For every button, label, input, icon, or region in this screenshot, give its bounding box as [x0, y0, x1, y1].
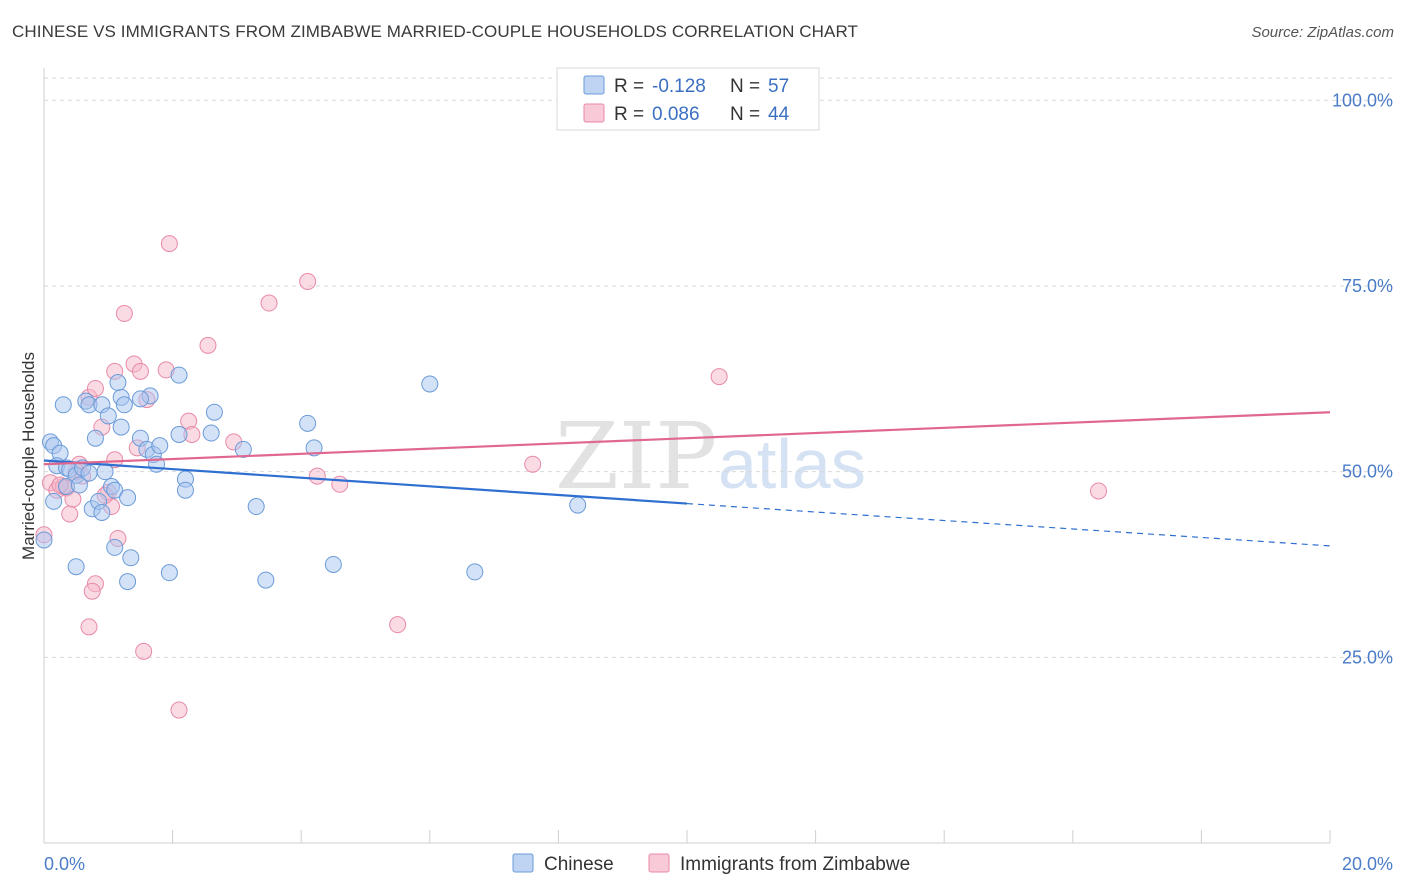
chinese-point: [160, 564, 178, 582]
chinese-point: [176, 481, 194, 499]
chinese-point: [99, 407, 117, 425]
zimbabwe-point: [1090, 482, 1108, 500]
chinese-point: [109, 374, 127, 392]
x-axis-ticks: [43, 830, 1331, 843]
chinese-point: [466, 563, 484, 581]
chinese-point: [234, 440, 252, 458]
chinese-point: [70, 476, 88, 494]
chinese-point: [305, 439, 323, 457]
chinese-point: [35, 531, 53, 549]
chinese-trend-line: [43, 459, 688, 505]
zimbabwe-point: [170, 701, 188, 719]
y-tick-label: 75.0%: [1342, 276, 1393, 296]
chinese-point: [93, 503, 111, 521]
chinese-point: [122, 549, 140, 567]
y-axis-label: Married-couple Households: [19, 352, 38, 560]
y-tick-label: 25.0%: [1342, 647, 1393, 667]
bottom-legend: Chinese Immigrants from Zimbabwe: [512, 853, 910, 875]
bottom-legend-label-zimbabwe: Immigrants from Zimbabwe: [680, 854, 910, 875]
zimbabwe-point: [106, 451, 124, 469]
legend-r-value-chinese: -0.128: [652, 76, 706, 97]
chinese-point: [257, 571, 275, 589]
chinese-point: [115, 396, 133, 414]
zimbabwe-point: [389, 616, 407, 634]
chinese-point: [86, 429, 104, 447]
zimbabwe-point: [710, 368, 728, 386]
zimbabwe-point: [86, 379, 104, 397]
zimbabwe-point: [299, 273, 317, 291]
legend-n-label-zimbabwe: N =: [730, 104, 760, 125]
zimbabwe-point: [131, 362, 149, 380]
chinese-trend-extension: [686, 502, 1331, 547]
y-tick-label: 50.0%: [1342, 462, 1393, 482]
legend-n-label-chinese: N =: [730, 76, 760, 97]
legend-swatch-chinese: [583, 75, 605, 95]
chinese-point: [324, 555, 342, 573]
chinese-point: [202, 424, 220, 442]
chinese-point: [106, 481, 124, 499]
watermark: ZIP atlas: [555, 403, 866, 510]
legend-swatch-zimbabwe: [583, 103, 605, 123]
source-note: Source: ZipAtlas.com: [1251, 24, 1394, 41]
chart-title: CHINESE VS IMMIGRANTS FROM ZIMBABWE MARR…: [12, 22, 859, 41]
chinese-point: [67, 558, 85, 576]
zimbabwe-point: [83, 582, 101, 600]
watermark-zip: ZIP: [555, 403, 717, 510]
legend-r-label-zimbabwe: R =: [614, 104, 644, 125]
grid-lines: [44, 77, 1392, 658]
chinese-point: [299, 414, 317, 432]
chinese-point: [170, 366, 188, 384]
watermark-atlas: atlas: [718, 425, 866, 503]
legend-r-value-zimbabwe: 0.086: [652, 104, 700, 125]
zimbabwe-point: [308, 467, 326, 485]
y-axis-tick-labels: 25.0% 50.0% 75.0% 100.0%: [1332, 90, 1393, 667]
chinese-point: [205, 403, 223, 421]
chinese-point: [131, 390, 149, 408]
chinese-point: [106, 538, 124, 556]
series-zimbabwe-points: [35, 235, 1108, 719]
bottom-legend-label-chinese: Chinese: [544, 854, 614, 875]
series-chinese-points: [35, 366, 587, 591]
zimbabwe-point: [331, 475, 349, 493]
chinese-point: [119, 489, 137, 507]
x-tick-label-max: 20.0%: [1342, 854, 1393, 874]
chinese-point: [112, 418, 130, 436]
legend-r-label-chinese: R =: [614, 76, 644, 97]
y-tick-label: 100.0%: [1332, 90, 1393, 110]
x-tick-label-min: 0.0%: [44, 854, 85, 874]
zimbabwe-point: [524, 455, 542, 473]
legend: R = -0.128 N = 57 R = 0.086 N = 44: [556, 67, 820, 131]
bottom-legend-swatch-chinese: [512, 853, 534, 873]
zimbabwe-point: [80, 618, 98, 636]
chinese-point: [170, 426, 188, 444]
chinese-point: [569, 496, 587, 514]
chinese-point: [151, 437, 169, 455]
legend-n-value-zimbabwe: 44: [768, 104, 790, 125]
zimbabwe-point: [160, 235, 178, 253]
chinese-point: [45, 492, 63, 510]
zimbabwe-trend-line: [43, 411, 1331, 466]
trend-lines: [43, 411, 1331, 547]
chinese-point: [247, 498, 265, 516]
legend-n-value-chinese: 57: [768, 76, 789, 97]
chinese-point: [421, 375, 439, 393]
zimbabwe-point: [199, 336, 217, 354]
zimbabwe-point: [115, 304, 133, 322]
zimbabwe-point: [61, 505, 79, 523]
zimbabwe-point: [135, 642, 153, 660]
bottom-legend-swatch-zimbabwe: [648, 853, 670, 873]
chinese-point: [119, 573, 137, 591]
chinese-point: [54, 396, 72, 414]
zimbabwe-point: [260, 294, 278, 312]
